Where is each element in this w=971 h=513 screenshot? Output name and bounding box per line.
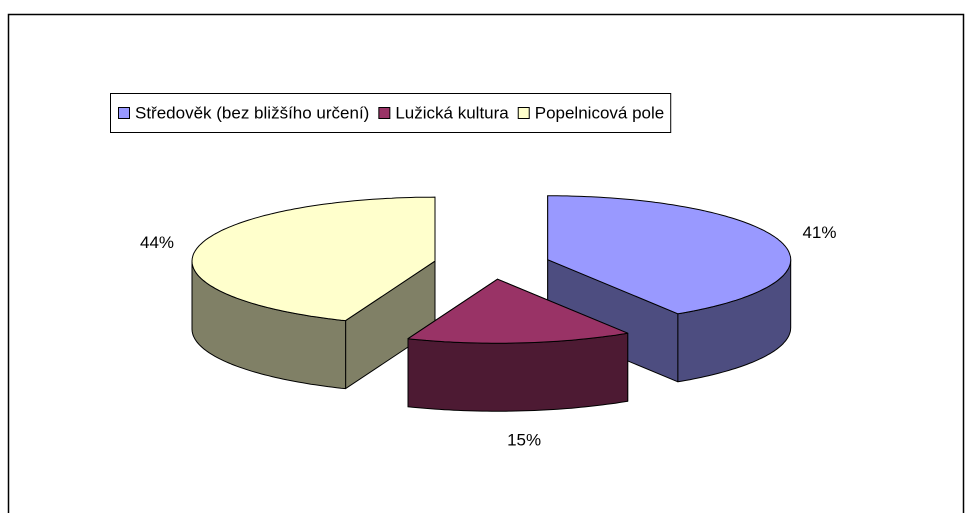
legend-swatch: [517, 107, 530, 119]
legend: [110, 93, 672, 133]
legend-swatch: [118, 107, 130, 119]
legend-label: Středověk (bez bližšího určení): [135, 103, 369, 122]
chart-frame: [7, 13, 965, 513]
slice: [547, 195, 792, 315]
data-label: 15%: [507, 430, 541, 449]
slice: [407, 278, 629, 344]
data-label: 41%: [802, 223, 836, 242]
slice-side: [407, 332, 629, 412]
legend-label: Popelnicová pole: [535, 103, 664, 122]
data-label: 44%: [140, 233, 174, 252]
legend-swatch: [378, 107, 391, 119]
slice: [191, 196, 436, 322]
legend-label: Lužická kultura: [395, 103, 509, 122]
